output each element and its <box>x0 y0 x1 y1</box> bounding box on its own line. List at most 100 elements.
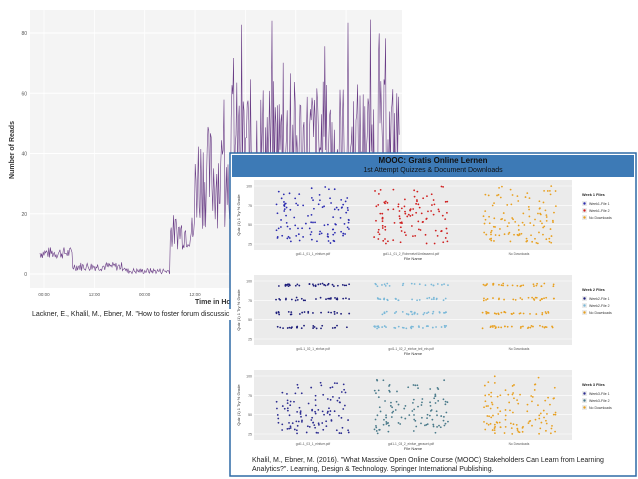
mooc-point <box>321 282 324 285</box>
mooc-point <box>528 208 530 211</box>
mooc-point <box>392 239 395 242</box>
mooc-point <box>279 326 282 329</box>
mooc-point <box>536 282 539 285</box>
mooc-point <box>389 404 392 407</box>
mooc-legend-label: Week3-File 2 <box>589 399 610 403</box>
mooc-point <box>375 430 378 432</box>
mooc-point <box>298 284 301 287</box>
mooc-point <box>440 230 443 233</box>
mooc-point <box>429 410 432 412</box>
mooc-point <box>433 242 436 245</box>
mooc-point <box>430 283 433 286</box>
mooc-point <box>391 406 394 409</box>
mooc-point <box>545 419 547 422</box>
mooc-plot-area <box>254 275 572 345</box>
mooc-point <box>288 237 291 239</box>
mooc-point <box>529 326 532 329</box>
mooc-point <box>344 233 347 235</box>
mooc-point <box>538 414 541 417</box>
mooc-point <box>378 406 381 409</box>
mooc-point <box>290 298 293 301</box>
mooc-point <box>528 215 531 218</box>
mooc-point <box>281 429 284 431</box>
mooc-point <box>335 206 338 209</box>
mooc-y-tick: 50 <box>248 223 252 227</box>
mooc-point <box>531 396 534 398</box>
mooc-point <box>504 325 506 328</box>
mooc-plot-area <box>254 370 572 440</box>
mooc-point <box>377 396 380 399</box>
mooc-point <box>543 297 545 300</box>
mooc-point <box>429 404 432 407</box>
mooc-point <box>493 325 496 327</box>
mooc-point <box>412 235 414 238</box>
mooc-point <box>340 391 343 393</box>
mooc-point <box>443 379 446 382</box>
mooc-point <box>535 284 538 287</box>
mooc-point <box>554 430 556 433</box>
mooc-y-label: Quiz (1) 1 Try % Grade <box>236 384 241 426</box>
mooc-point <box>493 427 496 430</box>
mooc-y-tick: 25 <box>248 243 252 247</box>
mooc-point <box>553 297 555 300</box>
mooc-point <box>510 203 513 206</box>
mooc-point <box>528 420 531 423</box>
mooc-point <box>311 409 313 412</box>
mooc-point <box>308 227 311 230</box>
mooc-point <box>286 393 288 395</box>
mooc-point <box>330 202 332 204</box>
mooc-point <box>290 313 293 316</box>
mooc-panel-3: 100 75 50 25 Quiz (1) 1 Try % Grade gol1-1_03… <box>236 370 612 451</box>
mooc-point <box>551 326 554 329</box>
mooc-point <box>413 414 415 416</box>
mooc-point <box>431 312 434 315</box>
mooc-point <box>523 224 526 226</box>
mooc-point <box>493 429 496 432</box>
mooc-point <box>497 193 500 196</box>
mooc-point <box>388 385 390 387</box>
mooc-point <box>490 239 493 242</box>
mooc-point <box>432 298 435 301</box>
mooc-point <box>550 241 553 244</box>
mooc-y-tick: 100 <box>246 375 252 379</box>
mooc-point <box>388 284 391 287</box>
mooc-point <box>377 203 380 206</box>
mooc-point <box>315 327 318 330</box>
mooc-point <box>276 236 279 238</box>
mooc-point <box>441 214 444 217</box>
mooc-point <box>401 284 404 287</box>
mooc-point <box>409 310 412 313</box>
mooc-point <box>300 392 303 395</box>
mooc-point <box>508 401 511 404</box>
mooc-point <box>503 298 505 301</box>
mooc-point <box>493 423 496 426</box>
mooc-point <box>295 429 298 432</box>
mooc-point <box>397 325 400 328</box>
mooc-point <box>512 423 515 426</box>
mooc-point <box>392 410 395 413</box>
mooc-point <box>513 397 515 400</box>
mooc-point <box>326 233 329 235</box>
mooc-point <box>486 415 489 417</box>
mooc-point <box>277 190 280 193</box>
mooc-point <box>330 311 332 314</box>
mooc-legend-swatch <box>583 392 586 395</box>
mooc-point <box>500 311 503 314</box>
mooc-point <box>512 392 515 394</box>
mooc-point <box>286 225 289 228</box>
mooc-legend-label: Week1-File 1 <box>589 202 610 206</box>
mooc-point <box>481 311 484 314</box>
mooc-point <box>446 240 449 243</box>
mooc-point <box>296 432 298 435</box>
mooc-point <box>317 422 320 425</box>
mooc-point <box>336 284 339 287</box>
mooc-point <box>386 201 389 204</box>
mooc-point <box>378 428 381 431</box>
mooc-point <box>297 227 299 230</box>
mooc-point <box>518 233 521 235</box>
mooc-point <box>294 299 297 302</box>
mooc-point <box>534 418 537 421</box>
mooc-point <box>432 284 435 287</box>
mooc-point <box>432 213 435 216</box>
